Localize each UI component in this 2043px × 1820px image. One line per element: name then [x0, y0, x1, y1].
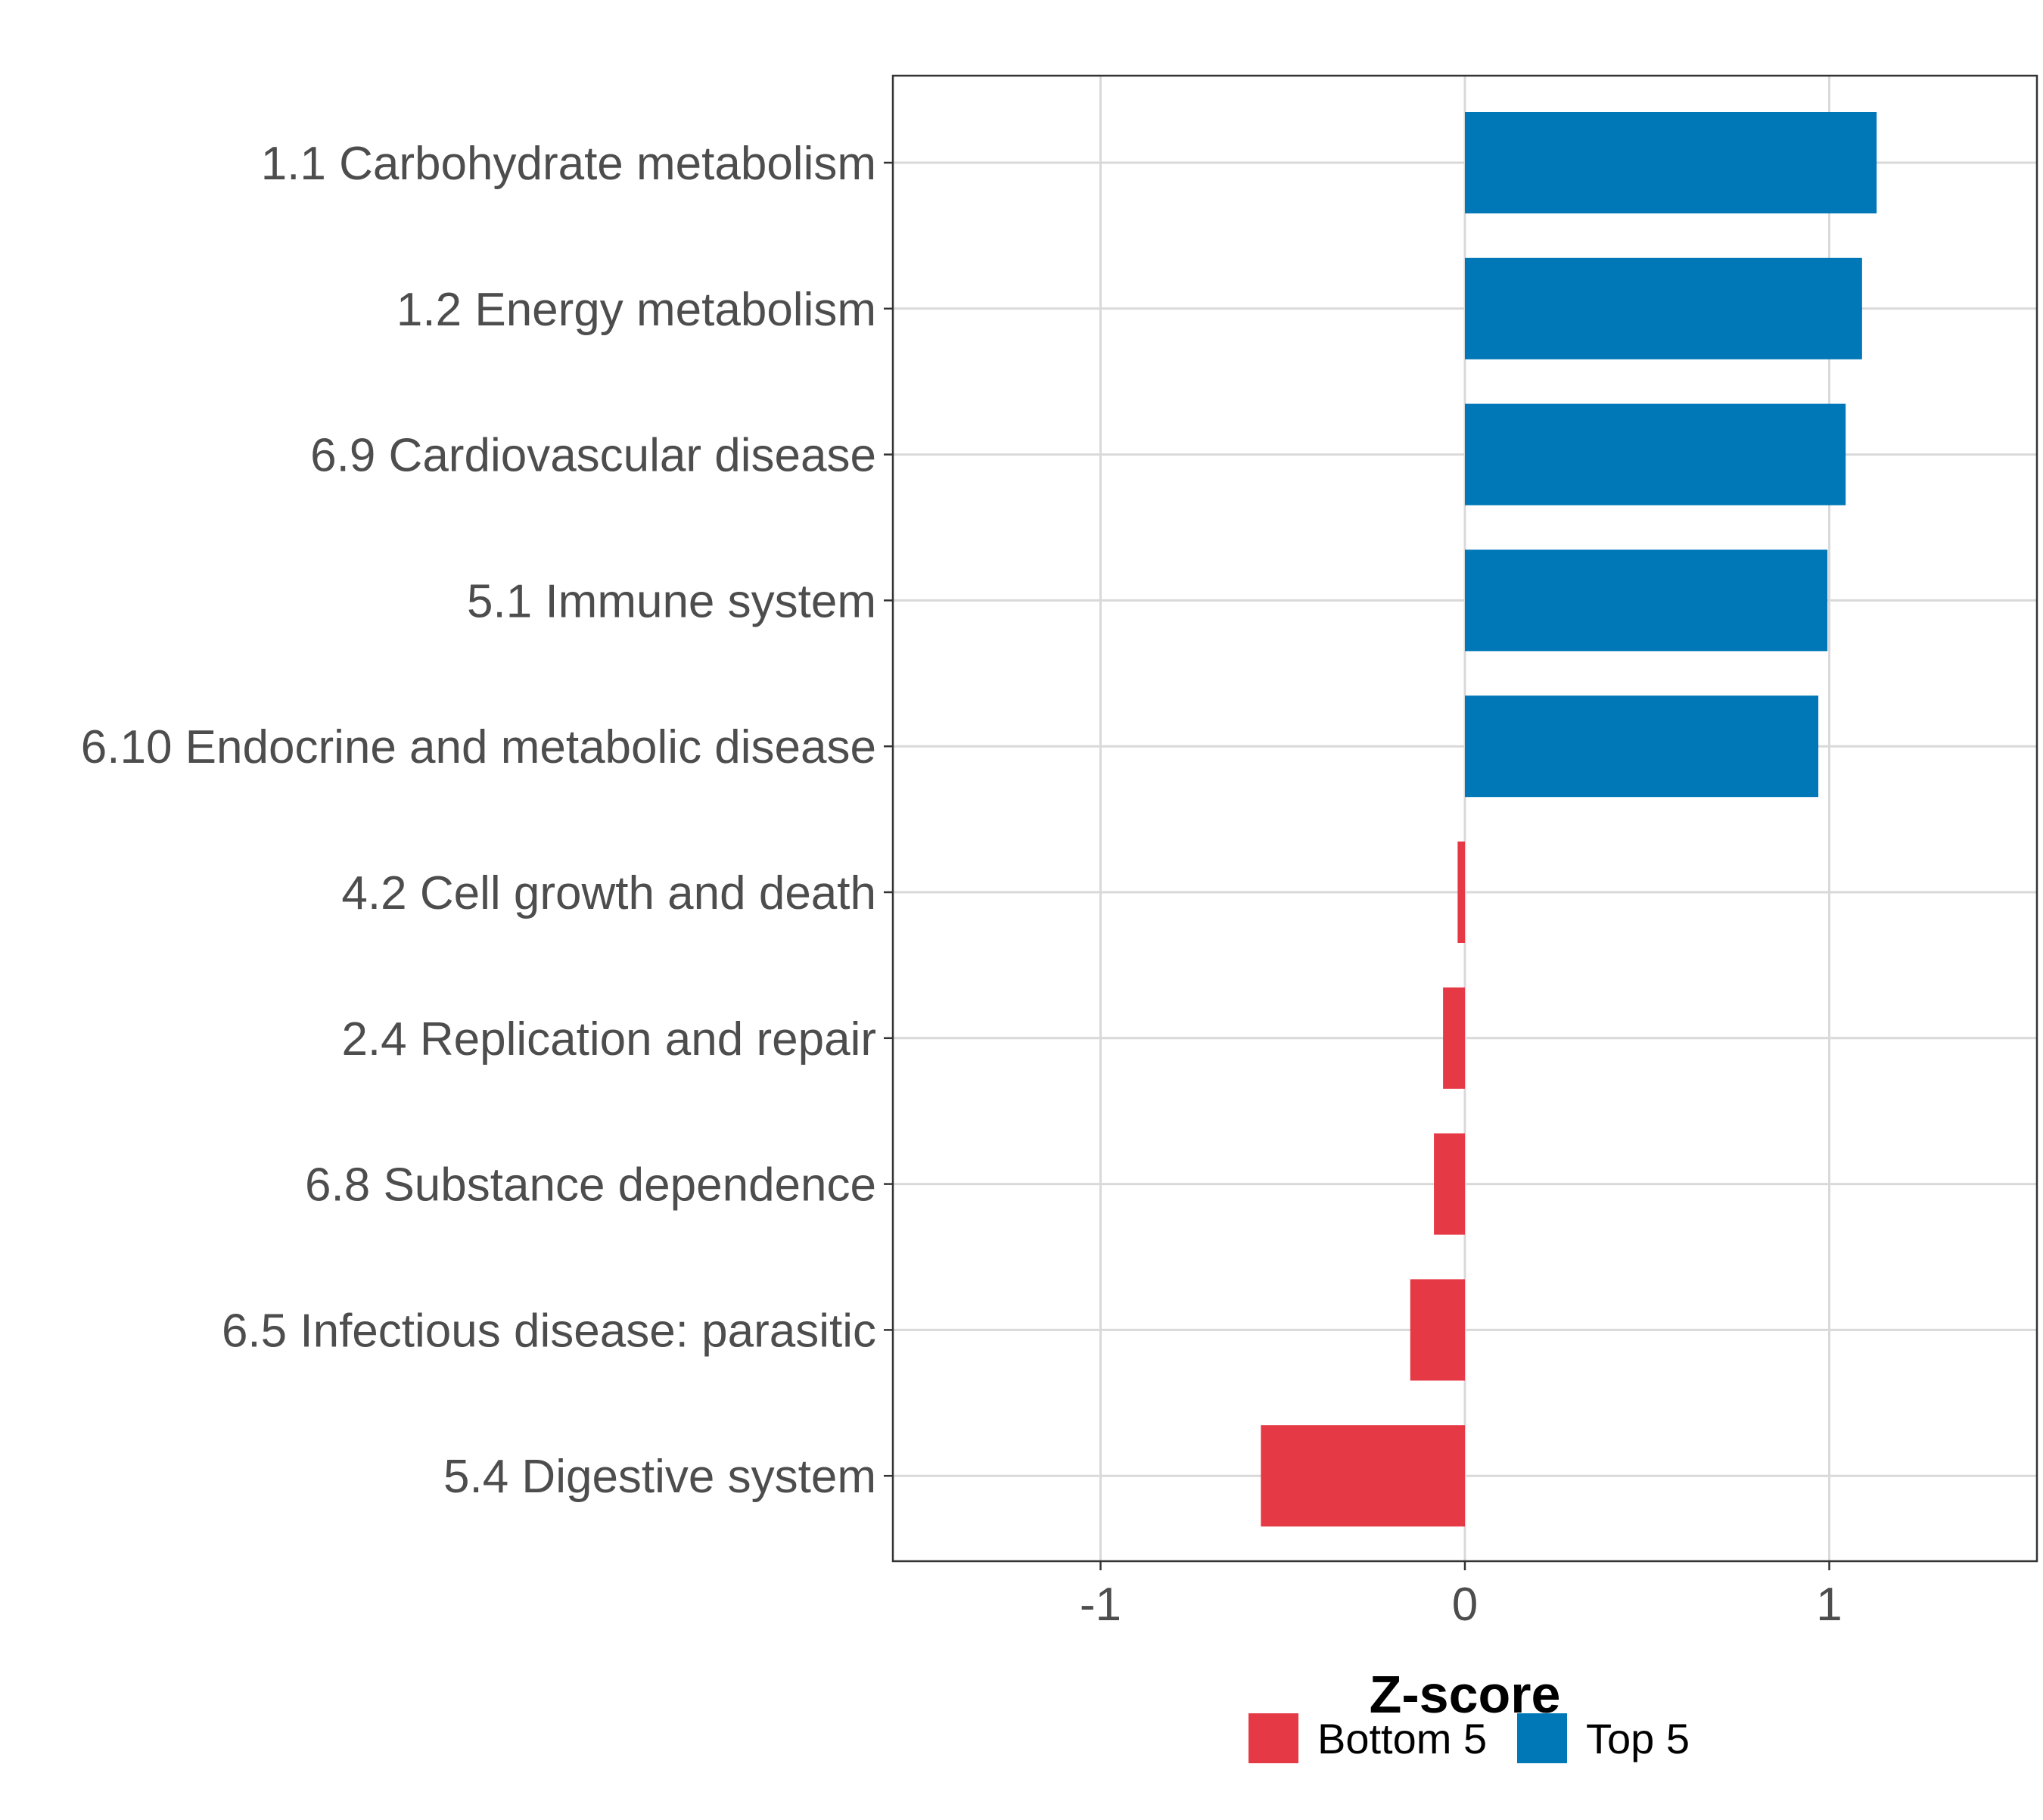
bar-6 — [1443, 987, 1465, 1089]
category-label: 1.2 Energy metabolism — [396, 284, 876, 336]
legend-swatch-0 — [1248, 1713, 1298, 1763]
category-labels: 1.1 Carbohydrate metabolism 1.2 Energy me… — [81, 138, 876, 1503]
legend: Bottom 5 Top 5 — [1248, 1713, 1690, 1763]
legend-swatch-1 — [1517, 1713, 1567, 1763]
bar-0 — [1465, 112, 1877, 213]
category-label: 2.4 Replication and repair — [341, 1013, 876, 1066]
bar-5 — [1457, 842, 1465, 943]
category-label: 6.10 Endocrine and metabolic disease — [81, 721, 876, 773]
legend-label: Top 5 — [1586, 1715, 1690, 1762]
bar-1 — [1465, 257, 1862, 359]
category-label: 6.5 Infectious disease: parasitic — [222, 1305, 876, 1357]
legend-label: Bottom 5 — [1317, 1715, 1487, 1762]
bar-7 — [1434, 1133, 1465, 1235]
x-tick-label: 0 — [1452, 1579, 1478, 1631]
x-tick-label: 1 — [1816, 1579, 1842, 1631]
category-label: 5.1 Immune system — [467, 575, 876, 627]
category-label: 6.9 Cardiovascular disease — [310, 430, 876, 482]
category-label: 4.2 Cell growth and death — [341, 867, 876, 919]
y-axis-ticks — [884, 161, 893, 1477]
bar-2 — [1465, 403, 1846, 506]
x-axis-ticks: -1 0 1 — [1080, 1561, 1842, 1631]
bar-4 — [1465, 695, 1819, 798]
category-label: 1.1 Carbohydrate metabolism — [261, 138, 876, 190]
category-label: 6.8 Substance dependence — [305, 1159, 876, 1212]
bar-8 — [1410, 1279, 1465, 1381]
bar-3 — [1465, 549, 1828, 652]
bars — [1261, 112, 1877, 1527]
category-label: 5.4 Digestive system — [443, 1451, 876, 1503]
bar-9 — [1261, 1425, 1465, 1527]
x-tick-label: -1 — [1080, 1579, 1121, 1631]
